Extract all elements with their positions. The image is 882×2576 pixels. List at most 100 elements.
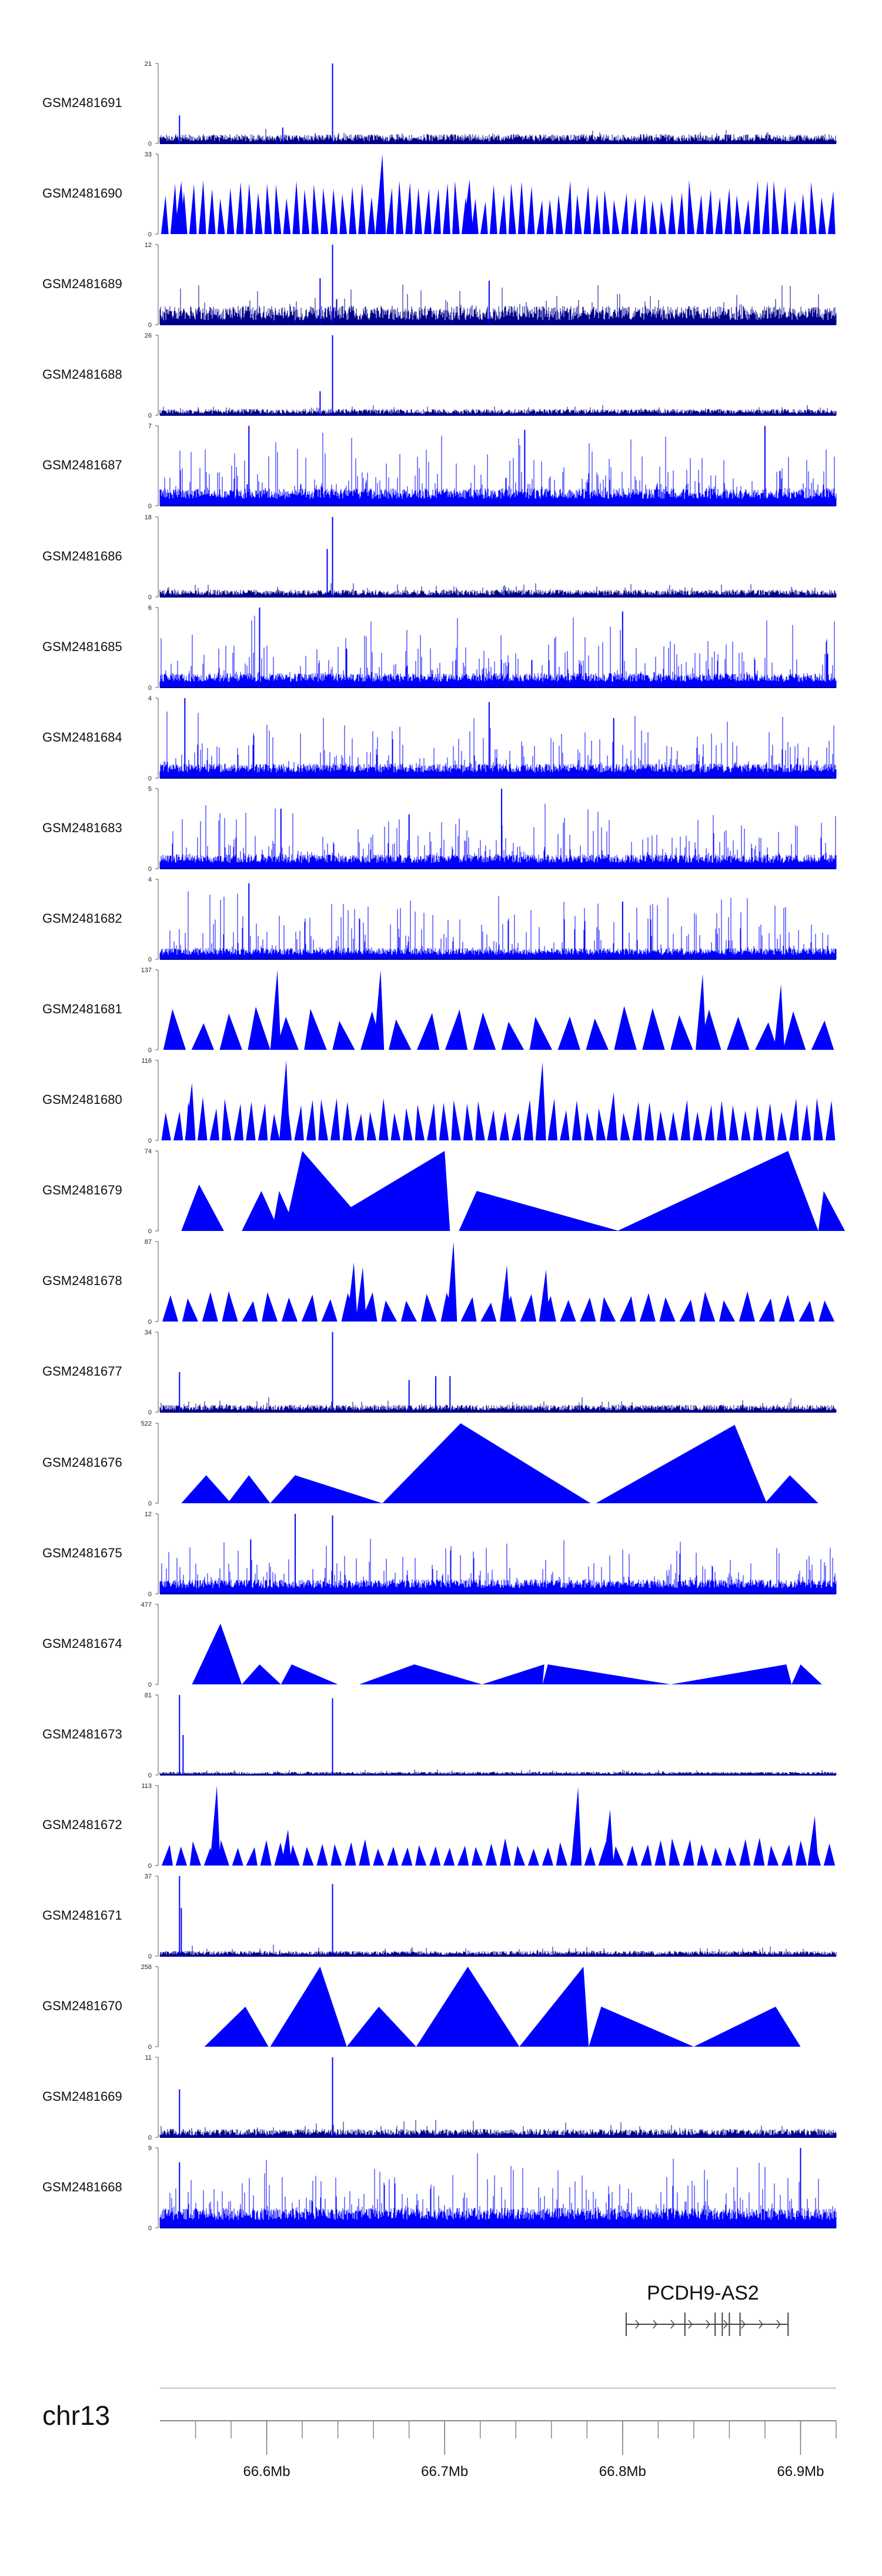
- track-GSM2481686: GSM2481686 18 0: [0, 511, 882, 602]
- signal-area: [463, 1103, 473, 1141]
- signal-area: [779, 1294, 795, 1322]
- signal-area: [226, 188, 235, 235]
- signal-area: [181, 1184, 224, 1232]
- track-plot: 137 0: [141, 967, 834, 1054]
- signal-area: [753, 1105, 763, 1141]
- signal-area: [163, 1009, 186, 1050]
- signal-area: [236, 182, 244, 235]
- track-GSM2481689: GSM2481689 12 0: [0, 239, 882, 330]
- signal-area: [276, 1016, 299, 1050]
- y-min-label: 0: [148, 2044, 152, 2051]
- signal-area: [762, 181, 770, 235]
- signal-peak: [356, 1267, 366, 1322]
- track-plot: 21 0: [145, 61, 837, 148]
- track-label: GSM2481688: [42, 367, 122, 382]
- signal-area: [302, 189, 310, 235]
- track-plot: 81 0: [145, 1692, 837, 1779]
- signal-area: [724, 188, 732, 235]
- signal-area: [396, 181, 403, 235]
- signal-area: [586, 1018, 609, 1050]
- axis-tick-label: 66.8Mb: [599, 2464, 646, 2480]
- signal-area: [228, 1474, 270, 1503]
- track-plot: 40: [148, 695, 837, 782]
- signal-area: [621, 193, 629, 235]
- y-max-label: 11: [145, 2054, 152, 2061]
- signal-peak: [279, 1060, 290, 1141]
- y-min-label: 0: [148, 775, 152, 782]
- track-plot: 113 0: [141, 1783, 836, 1870]
- signal-area: [796, 1840, 807, 1866]
- track-label: GSM2481683: [42, 820, 122, 835]
- signal-area: [799, 1300, 815, 1322]
- signal-area: [670, 1664, 792, 1684]
- track-label: GSM2481673: [42, 1726, 122, 1741]
- signal-area: [460, 1297, 477, 1322]
- signal-area: [706, 189, 714, 235]
- signal-area: [416, 1967, 520, 2047]
- track-GSM2481681: GSM2481681 137 0: [0, 964, 882, 1055]
- signal-area: [546, 199, 554, 235]
- y-max-label: 26: [145, 332, 152, 339]
- track-label: GSM2481669: [42, 2089, 122, 2104]
- track-plot: 40: [148, 876, 837, 963]
- signal-area: [699, 1292, 716, 1322]
- track-GSM2481672: GSM2481672 113 0: [0, 1780, 882, 1871]
- gene-track: [0, 2276, 882, 2370]
- signal-area: [242, 1191, 279, 1232]
- y-min-label: 0: [148, 1047, 152, 1054]
- signal-area: [222, 1099, 232, 1141]
- signal-area: [321, 1299, 338, 1322]
- signal-area: [427, 1103, 437, 1141]
- signal-area: [366, 1112, 376, 1141]
- signal-area: [192, 1623, 242, 1684]
- signal-area: [270, 1967, 347, 2047]
- signal-area: [191, 1023, 214, 1050]
- signal-area: [401, 1847, 413, 1866]
- y-max-label: 34: [145, 1329, 152, 1336]
- signal-area: [640, 194, 648, 235]
- signal-peak: [539, 1269, 550, 1322]
- signal-area: [499, 194, 507, 235]
- signal-area: [443, 1847, 455, 1866]
- signal-area: [439, 1103, 449, 1141]
- signal-peak: [774, 984, 785, 1050]
- signal-area: [339, 193, 348, 235]
- signal-area: [485, 1843, 497, 1866]
- track-label: GSM2481679: [42, 1183, 122, 1198]
- track-GSM2481674: GSM2481674 477 0: [0, 1599, 882, 1690]
- signal-area: [382, 1423, 591, 1503]
- y-max-label: 74: [145, 1148, 152, 1155]
- signal-area: [424, 189, 432, 235]
- track-plot: 116 0: [141, 1057, 836, 1144]
- signal-area: [790, 201, 798, 235]
- signal-area: [400, 1301, 417, 1322]
- signal-area: [783, 1011, 806, 1050]
- signal-area: [818, 196, 826, 235]
- track-GSM2481685: GSM2481685 6 0: [0, 602, 882, 693]
- signal-area: [555, 194, 563, 235]
- signal-area: [670, 1015, 693, 1050]
- track-GSM2481679: GSM2481679 74 0: [0, 1145, 882, 1236]
- signal-bars: [159, 129, 837, 144]
- signal-area: [202, 1292, 218, 1322]
- signal-area: [696, 194, 704, 235]
- signal-area: [600, 1297, 616, 1322]
- axis-tick-label: 66.9Mb: [777, 2464, 824, 2480]
- track-plot: 18 0: [145, 514, 837, 601]
- signal-area: [656, 1110, 666, 1141]
- strand-arrow-icon: [670, 2320, 675, 2329]
- track-plot: 37 0: [145, 1873, 837, 1960]
- signal-area: [620, 1296, 636, 1322]
- track-GSM2481676: GSM2481676 522 0: [0, 1417, 882, 1509]
- signal-area: [717, 1100, 727, 1141]
- signal-area: [161, 195, 169, 235]
- y-min-label: 0: [148, 231, 152, 238]
- y-min-label: 0: [148, 141, 152, 148]
- y-max-label: 5: [148, 786, 152, 793]
- y-max-label: 81: [145, 1692, 152, 1699]
- signal-area: [208, 189, 216, 235]
- signal-area: [626, 1845, 638, 1866]
- signal-area: [173, 1111, 183, 1141]
- signal-area: [420, 1294, 437, 1322]
- track-label: GSM2481690: [42, 186, 122, 201]
